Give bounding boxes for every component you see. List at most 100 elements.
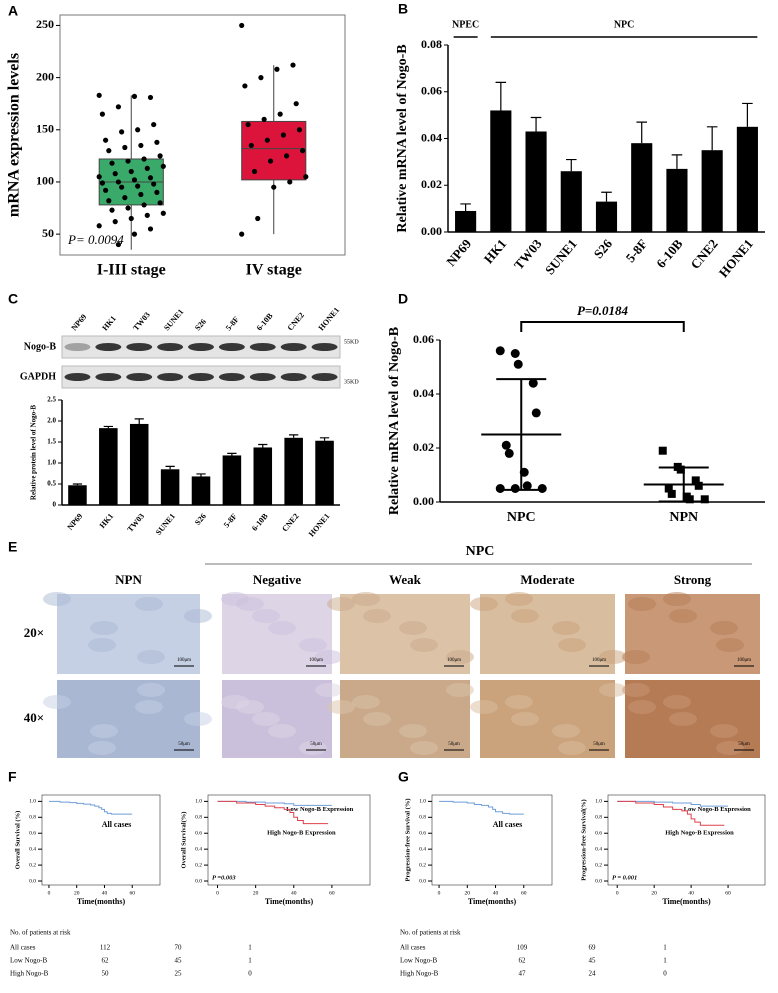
y-tick-label: 1.0 bbox=[419, 799, 426, 805]
ihc-texture bbox=[315, 683, 343, 697]
point bbox=[160, 163, 166, 169]
sd-bar bbox=[658, 466, 709, 503]
point bbox=[135, 183, 141, 189]
risk-count: 1 bbox=[248, 957, 252, 965]
x-tick-label: 40 bbox=[102, 890, 108, 896]
point bbox=[135, 127, 141, 133]
x-tick-label: 20 bbox=[253, 890, 259, 896]
ihc-texture bbox=[299, 741, 327, 755]
y-tick-label: 0.06 bbox=[421, 84, 442, 98]
point bbox=[501, 440, 511, 450]
ihc-image bbox=[57, 680, 200, 758]
y-tick-label: 0.0 bbox=[195, 878, 202, 884]
point bbox=[125, 158, 131, 164]
ihc-texture bbox=[352, 695, 380, 709]
survival-curve bbox=[617, 800, 729, 807]
bar bbox=[99, 428, 118, 505]
point bbox=[239, 22, 245, 29]
y-tick-label: 0.6 bbox=[419, 830, 426, 836]
point bbox=[261, 116, 267, 122]
x-tick-label: NPC bbox=[507, 510, 536, 525]
band bbox=[64, 343, 91, 351]
error-bar bbox=[103, 425, 113, 429]
bar bbox=[315, 440, 334, 505]
error-bar bbox=[227, 452, 237, 456]
ihc-texture bbox=[363, 609, 391, 623]
point bbox=[495, 346, 505, 356]
point bbox=[103, 137, 109, 143]
x-tick-label: SUNE1 bbox=[542, 236, 580, 277]
y-tick-label: 0.2 bbox=[195, 862, 202, 868]
point bbox=[277, 111, 283, 117]
lane-label: 5-8F bbox=[224, 315, 241, 333]
y-tick-label: 100 bbox=[36, 174, 54, 188]
lane-label: S26 bbox=[193, 317, 208, 332]
ihc-texture bbox=[552, 724, 580, 738]
y-tick-label: 0.00 bbox=[413, 494, 434, 508]
point bbox=[504, 448, 514, 458]
x-tick-label: CNE2 bbox=[687, 236, 720, 272]
y-tick-label: 2.0 bbox=[47, 417, 56, 425]
x-tick-label: 0 bbox=[48, 890, 51, 896]
band bbox=[280, 343, 307, 351]
band bbox=[126, 343, 153, 351]
ihc-texture bbox=[663, 695, 691, 709]
y-tick-label: 1.0 bbox=[595, 799, 602, 805]
point bbox=[510, 484, 520, 493]
x-tick-label: 5-8F bbox=[222, 512, 239, 530]
risk-label: All cases bbox=[400, 944, 426, 952]
error-bar bbox=[258, 443, 268, 448]
x-tick-label: I-III stage bbox=[97, 262, 166, 279]
point bbox=[258, 75, 264, 81]
y-axis-title: Relative mRNA level of Nogo-B bbox=[387, 327, 402, 515]
point bbox=[300, 148, 306, 154]
risk-count: 70 bbox=[175, 944, 183, 952]
x-tick-label: 60 bbox=[725, 890, 731, 896]
risk-label: Low Nogo-B bbox=[400, 957, 437, 965]
ihc-texture bbox=[511, 609, 539, 623]
annotation: P = 0.001 bbox=[612, 874, 637, 881]
risk-count: 24 bbox=[589, 970, 597, 978]
ihc-texture bbox=[399, 621, 427, 635]
y-tick-label: 2.5 bbox=[47, 396, 56, 404]
point bbox=[96, 174, 102, 180]
point bbox=[115, 241, 122, 248]
annotation: P= 0.0094 bbox=[67, 232, 124, 247]
band bbox=[311, 343, 338, 351]
x-tick-label: NP69 bbox=[65, 512, 84, 532]
bar bbox=[222, 455, 242, 505]
y-tick-label: 250 bbox=[36, 17, 54, 31]
point bbox=[160, 210, 166, 216]
point bbox=[510, 349, 520, 358]
point bbox=[119, 129, 125, 135]
panel-letter: G bbox=[398, 769, 409, 785]
group-label: NPC bbox=[614, 19, 635, 30]
point bbox=[293, 101, 299, 107]
ihc-texture bbox=[236, 597, 264, 611]
survival-curve bbox=[217, 800, 329, 825]
risk-label: High Nogo-B bbox=[10, 970, 49, 978]
point bbox=[280, 132, 286, 138]
ihc-texture bbox=[268, 724, 296, 738]
column-header: Negative bbox=[253, 572, 302, 587]
ihc-texture bbox=[236, 700, 264, 714]
point bbox=[685, 495, 694, 504]
risk-title: No. of patients at risk bbox=[400, 929, 461, 937]
point bbox=[112, 171, 118, 177]
x-axis-title: Time(months) bbox=[77, 897, 126, 906]
plot-frame bbox=[207, 794, 371, 886]
point bbox=[242, 83, 248, 89]
x-tick-label: 0 bbox=[216, 890, 219, 896]
ihc-texture bbox=[558, 638, 586, 652]
sd-bar bbox=[496, 378, 547, 491]
panel-letter: C bbox=[8, 291, 18, 307]
lane-label: SUNE1 bbox=[162, 307, 185, 332]
y-tick-label: 1.0 bbox=[29, 799, 36, 805]
point bbox=[99, 111, 105, 117]
error-bar bbox=[460, 203, 471, 211]
y-tick-label: 0.4 bbox=[29, 846, 36, 852]
bar bbox=[701, 150, 723, 232]
point bbox=[255, 215, 261, 222]
error-bar bbox=[165, 465, 175, 470]
plot-frame bbox=[41, 794, 161, 886]
